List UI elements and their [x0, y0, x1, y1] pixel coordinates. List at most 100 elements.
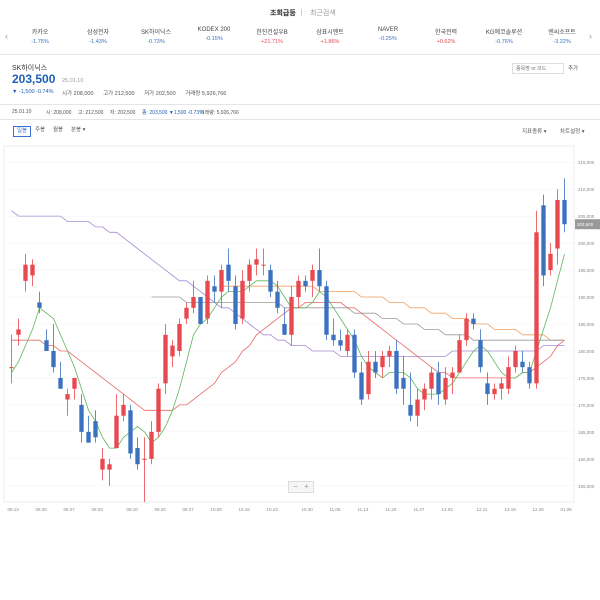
- candle: [156, 383, 161, 438]
- candle-body: [492, 388, 497, 395]
- tab-divider: [301, 9, 302, 16]
- candle-body: [142, 458, 147, 460]
- candle-body: [58, 377, 63, 389]
- ticker-item[interactable]: 삼표시멘트 +1.86%: [302, 27, 358, 45]
- candle: [373, 350, 378, 378]
- x-tick-label: 09.13: [8, 507, 20, 512]
- y-tick-label: 175,000: [578, 376, 595, 381]
- tab-trending[interactable]: 조회급등: [270, 10, 296, 17]
- candle: [51, 324, 56, 373]
- x-tick-label: 11.13: [358, 507, 369, 512]
- ma5-line: [11, 253, 565, 449]
- add-button[interactable]: 추가: [568, 66, 579, 72]
- x-tick-label: 12.04: [442, 507, 454, 512]
- candle: [471, 313, 476, 330]
- zoom-in-button[interactable]: +: [304, 482, 309, 491]
- ticker-item[interactable]: 엔씨소프트 -3.22%: [534, 27, 590, 45]
- candle-body: [457, 340, 462, 373]
- tab-daily[interactable]: 일봉: [13, 126, 32, 137]
- ticker-item[interactable]: KG에코솔루션 -0.76%: [476, 27, 532, 45]
- ticker-item[interactable]: 삼성전자 -1.43%: [70, 27, 126, 45]
- stat-high: 고가 212,500: [103, 91, 135, 97]
- candle-body: [205, 280, 210, 319]
- candle: [408, 372, 413, 422]
- ticker-name: 한국전력: [434, 30, 458, 36]
- candle-body: [79, 404, 84, 432]
- stock-search-input[interactable]: [512, 63, 564, 74]
- candle-body: [471, 318, 476, 324]
- stock-name: SK하이닉스: [12, 65, 48, 72]
- summary-date: 25.01.10: [12, 109, 32, 115]
- x-tick-label: 09.20: [36, 507, 48, 512]
- y-tick-label: 185,000: [578, 322, 595, 327]
- candle-body: [534, 232, 539, 384]
- y-tick-label: 200,000: [578, 241, 595, 246]
- candle-body: [541, 205, 546, 276]
- candle-body: [240, 280, 245, 319]
- candle: [492, 383, 497, 400]
- stock-price: 203,500: [12, 72, 56, 86]
- candle: [30, 259, 35, 287]
- candle: [149, 421, 154, 465]
- y-tick-label: 210,000: [578, 187, 595, 192]
- y-tick-label: 160,000: [578, 457, 595, 462]
- candle: [331, 318, 336, 346]
- candle-body: [387, 350, 392, 357]
- candle: [191, 280, 196, 314]
- candle: [177, 318, 182, 357]
- candle-body: [422, 388, 427, 400]
- candle: [142, 437, 147, 502]
- candle-body: [100, 458, 105, 470]
- ticker-item[interactable]: SK하이닉스 -0.73%: [128, 27, 184, 45]
- candle: [79, 394, 84, 443]
- ticker-item[interactable]: KODEX 200 -0.15%: [186, 27, 242, 42]
- candle-body: [37, 302, 42, 308]
- ticker-item[interactable]: 한국전력 +0.62%: [418, 27, 474, 45]
- candle: [436, 361, 441, 405]
- candle-body: [72, 377, 77, 389]
- ticker-name: 삼표시멘트: [316, 30, 344, 36]
- ticker-name: NAVER: [377, 27, 399, 33]
- candle: [135, 437, 140, 470]
- candle-body: [254, 259, 259, 265]
- chart-settings-button[interactable]: 차트설정 ▾: [560, 129, 585, 135]
- indicator-type-button[interactable]: 지표종류 ▾: [522, 129, 547, 135]
- tab-weekly[interactable]: 주봉: [35, 127, 46, 133]
- y-tick-label: 190,000: [578, 295, 595, 300]
- candle-body: [324, 286, 329, 335]
- x-tick-label: 10.16: [239, 507, 251, 512]
- candle: [72, 377, 77, 400]
- candle: [513, 345, 518, 373]
- candle-body: [408, 404, 413, 416]
- x-tick-label: 09.27: [64, 507, 76, 512]
- summary-volume: 거래량: 5,926,766: [200, 110, 239, 116]
- candle: [65, 388, 70, 416]
- candle-body: [366, 361, 371, 395]
- chevron-left-icon[interactable]: ‹: [5, 31, 8, 41]
- candlestick-chart[interactable]: 155,000 160,000 165,000 170,000 175,000 180,0…: [0, 138, 600, 518]
- y-tick-label: 195,000: [578, 268, 595, 273]
- candle: [9, 334, 14, 384]
- ticker-name: 엔씨소프트: [548, 30, 576, 36]
- x-tick-label: 12.18: [505, 507, 517, 512]
- candle: [520, 350, 525, 373]
- chevron-right-icon[interactable]: ›: [589, 31, 592, 41]
- tab-minute[interactable]: 분봉 ▾: [71, 127, 86, 133]
- tab-recent-search[interactable]: 최근검색: [310, 10, 336, 17]
- ticker-change: -0.25%: [379, 36, 397, 42]
- candle: [233, 275, 238, 330]
- x-tick-label: 09.10: [127, 507, 139, 512]
- ticker-item[interactable]: 카카오 -1.75%: [12, 27, 68, 45]
- candle-body: [23, 264, 28, 281]
- ticker-item[interactable]: NAVER -0.25%: [360, 27, 416, 42]
- zoom-out-button[interactable]: −: [293, 482, 298, 491]
- tab-monthly[interactable]: 월봉: [53, 127, 64, 133]
- candle-body: [226, 264, 231, 281]
- candle: [548, 243, 553, 276]
- moving-average-lines: [11, 210, 565, 449]
- candle-body: [212, 286, 217, 292]
- ticker-item[interactable]: 한진건설우B +21.71%: [244, 27, 300, 45]
- chart-grid: [3, 145, 575, 503]
- stock-change: ▼ -1,500 -0.74%: [12, 89, 54, 95]
- candle-body: [86, 431, 91, 443]
